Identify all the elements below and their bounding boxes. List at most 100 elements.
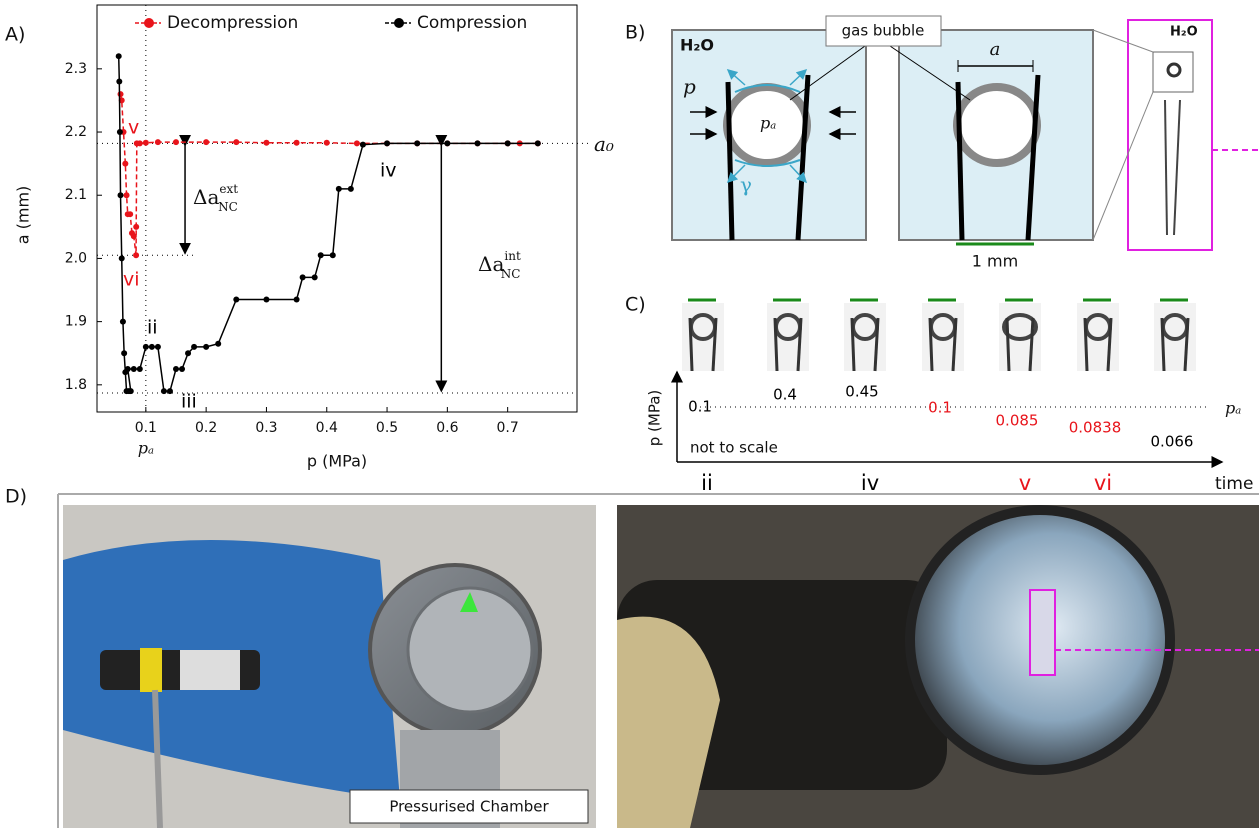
pressure-value: 0.45 — [845, 383, 878, 401]
y-tick-label: 2.0 — [65, 250, 87, 266]
data-point — [129, 230, 135, 236]
legend-marker — [394, 18, 404, 28]
data-point — [116, 53, 122, 59]
data-point — [263, 140, 269, 146]
chamber-label: Pressurised Chamber — [389, 798, 549, 816]
data-point — [263, 297, 269, 303]
snapshot-fiber — [1085, 318, 1087, 371]
data-point — [360, 142, 366, 148]
y-tick-label: 1.9 — [65, 314, 87, 330]
inner-pressure-label: pₐ — [760, 114, 776, 133]
delta-sub: NC — [218, 200, 238, 214]
stage-label: ii — [701, 471, 713, 495]
y-tick-label: 2.1 — [65, 187, 87, 203]
lens — [180, 650, 240, 690]
data-point — [155, 139, 161, 145]
data-point — [191, 344, 197, 350]
stage-label: iv — [380, 160, 397, 182]
medium-label: H₂O — [680, 36, 714, 55]
delta-sup: ext — [219, 182, 238, 196]
data-point — [121, 350, 127, 356]
data-point — [120, 319, 126, 325]
x-axis-label: p (MPa) — [307, 452, 367, 471]
y-tick-label: 1.8 — [65, 377, 87, 393]
pressure-value: 0.066 — [1151, 433, 1194, 451]
data-point — [233, 139, 239, 145]
camera-ring — [140, 648, 162, 692]
inset-medium: H₂O — [1170, 25, 1198, 40]
time-label: time — [1215, 474, 1253, 494]
pressure-value: 0.4 — [773, 386, 797, 404]
legend-label: Compression — [417, 13, 527, 33]
data-point — [125, 366, 131, 372]
data-point — [185, 350, 191, 356]
snapshot-fiber — [1007, 318, 1009, 371]
snapshot-fiber — [690, 318, 692, 371]
x-tick-label: 0.2 — [195, 420, 217, 436]
y-tick-label: 2.3 — [65, 61, 87, 77]
data-point — [336, 186, 342, 192]
x-tick-label: 0.7 — [497, 420, 519, 436]
data-point — [131, 366, 137, 372]
data-point — [475, 140, 481, 146]
data-point — [300, 274, 306, 280]
pressure-value: 0.085 — [996, 412, 1039, 430]
data-point — [125, 211, 131, 217]
legend-marker — [144, 18, 154, 28]
data-point — [294, 297, 300, 303]
stage-label: vi — [1094, 471, 1112, 495]
data-point — [137, 366, 143, 372]
y-axis-label: a (mm) — [14, 186, 33, 245]
delta-label: ΔaextNC — [193, 182, 238, 214]
data-point — [133, 224, 139, 230]
x-tick-label: 0.4 — [316, 420, 338, 436]
data-point — [348, 186, 354, 192]
data-point — [133, 252, 139, 258]
data-point — [149, 344, 155, 350]
note: not to scale — [690, 439, 778, 457]
level-label: pₐ — [1225, 399, 1241, 418]
y-tick-label: 2.2 — [65, 124, 87, 140]
stage-label: iii — [181, 391, 197, 413]
data-point — [324, 140, 330, 146]
axis-label: p (MPa) — [646, 390, 664, 447]
snapshot-fiber — [852, 318, 854, 371]
series-line — [121, 94, 538, 255]
stage-label: v — [1019, 471, 1031, 495]
data-point — [122, 161, 128, 167]
data-point — [535, 140, 541, 146]
data-point — [155, 344, 161, 350]
pressure-value: 0.1 — [928, 399, 952, 417]
data-point — [384, 140, 390, 146]
x-tick-label: 0.1 — [135, 420, 157, 436]
data-point — [203, 139, 209, 145]
stage-label: vi — [123, 269, 140, 291]
pressure-label: p — [683, 75, 696, 99]
scale-label: 1 mm — [972, 252, 1018, 271]
y-ref-label: a₀ — [594, 132, 614, 156]
stage-label: ii — [147, 317, 158, 339]
pressure-value: 0.1 — [688, 398, 712, 416]
panel-b: gas bubble H₂O p pₐ γ a 1 mm H₂O — [672, 16, 1259, 271]
data-point — [215, 341, 221, 347]
data-point — [173, 366, 179, 372]
legend-label: Decompression — [167, 13, 298, 33]
data-point — [203, 344, 209, 350]
data-point — [124, 192, 130, 198]
data-point — [294, 140, 300, 146]
panel-label: D) — [5, 486, 27, 508]
delta-sup: int — [504, 249, 521, 263]
width-label: a — [990, 39, 1001, 60]
stage-label: iv — [861, 471, 879, 495]
data-point — [117, 129, 123, 135]
delta-sub: NC — [501, 267, 521, 281]
data-point — [312, 274, 318, 280]
data-point — [318, 252, 324, 258]
data-point — [233, 297, 239, 303]
x-ref-label: pₐ — [138, 439, 154, 458]
data-point — [143, 140, 149, 146]
x-tick-label: 0.6 — [436, 420, 458, 436]
panel-label: C) — [625, 294, 646, 316]
